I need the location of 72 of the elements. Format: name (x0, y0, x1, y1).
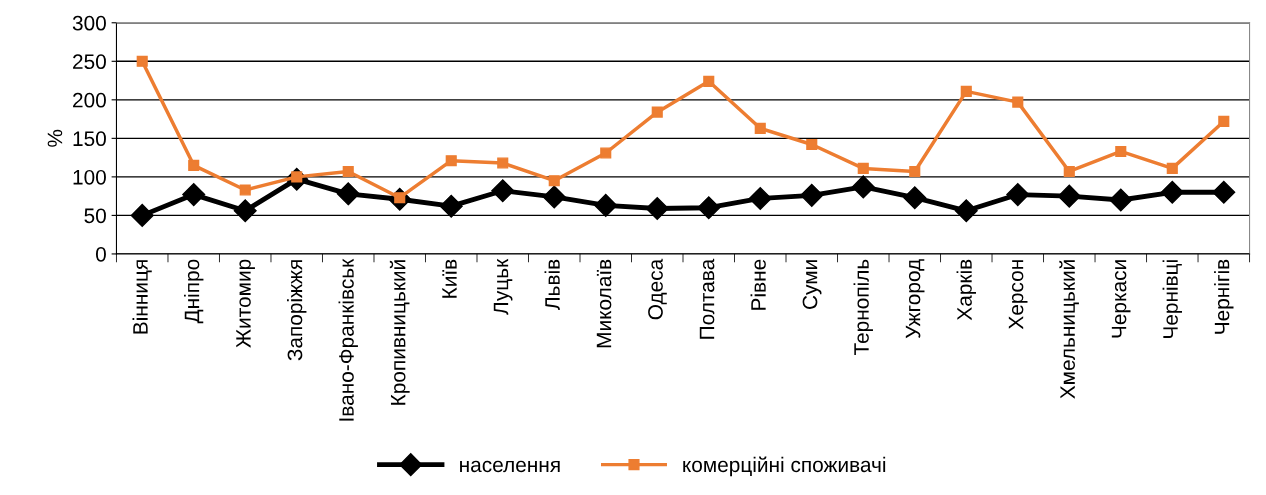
x-tick-label: Вінниця (132, 260, 152, 334)
point (800, 183, 824, 207)
point (697, 196, 721, 220)
x-tick-label: Полтава (699, 258, 715, 339)
legend-label: комерційні споживачі (683, 456, 886, 477)
x-tick-label: Луцьк (493, 258, 513, 315)
y-tick-label: 0 (95, 246, 106, 262)
x-tick-label: Запоріжжя (287, 260, 307, 361)
x-tick-label: Чернівці (1162, 260, 1182, 338)
x-tick-label: Миколаїв (596, 259, 612, 348)
point (754, 122, 766, 134)
x-tick-label: Тернопіль (853, 259, 873, 356)
point (748, 186, 772, 210)
point (600, 147, 612, 159)
point (130, 203, 154, 227)
point (233, 199, 257, 223)
point (909, 165, 921, 178)
point (542, 185, 566, 209)
point (1218, 115, 1230, 127)
x-tick-label: Дніпро (184, 259, 204, 324)
point (703, 75, 715, 87)
x-tick-label: Івано-Франківськ (338, 258, 358, 421)
point (651, 106, 663, 118)
point (439, 194, 463, 218)
point (645, 196, 669, 220)
x-tick-label: Херсон (1008, 260, 1028, 330)
point (1057, 184, 1081, 208)
point (1166, 162, 1178, 174)
x-tick-label: Житомир (236, 259, 255, 348)
point (1160, 180, 1184, 204)
y-tick-label: 50 (84, 208, 106, 224)
x-tick-label: Черкаси (1111, 260, 1131, 338)
point (1006, 183, 1030, 207)
point (182, 183, 206, 207)
y-axis-title: % (47, 129, 63, 147)
point (336, 182, 360, 206)
point (239, 184, 251, 196)
point (857, 162, 869, 174)
point (1063, 165, 1075, 178)
point (806, 138, 818, 151)
point (903, 186, 927, 210)
x-tick-label: Рівне (750, 259, 766, 310)
x-tick-label: Суми (802, 260, 822, 309)
x-tick-label: Одеса (648, 258, 667, 320)
y-tick-label: 100 (73, 169, 106, 185)
y-tick-label: 250 (73, 54, 106, 70)
point (136, 55, 148, 67)
y-tick-label: 300 (72, 15, 106, 31)
x-tick-label: Львів (544, 259, 560, 310)
point (342, 165, 354, 178)
y-tick-label: 150 (73, 131, 106, 147)
point (1115, 145, 1127, 158)
point (851, 175, 875, 199)
y-tick-label: 200 (73, 92, 106, 108)
point (1212, 180, 1236, 204)
point (548, 175, 560, 187)
point (497, 157, 509, 169)
point (594, 193, 618, 217)
point (1109, 188, 1133, 212)
point (188, 159, 200, 171)
x-tick-label: Хмельницький (1059, 260, 1079, 399)
point (954, 199, 978, 223)
x-tick-label: Чернігів (1214, 259, 1234, 334)
point (445, 155, 457, 167)
legend-label: населення (460, 460, 560, 473)
point (1012, 96, 1024, 108)
point (960, 85, 972, 97)
point (491, 179, 515, 203)
x-tick-label: Ужгород (905, 259, 925, 339)
x-tick-label: Харків (956, 259, 976, 321)
x-tick-label: Київ (442, 259, 457, 298)
x-tick-label: Кропивницький (389, 260, 410, 405)
